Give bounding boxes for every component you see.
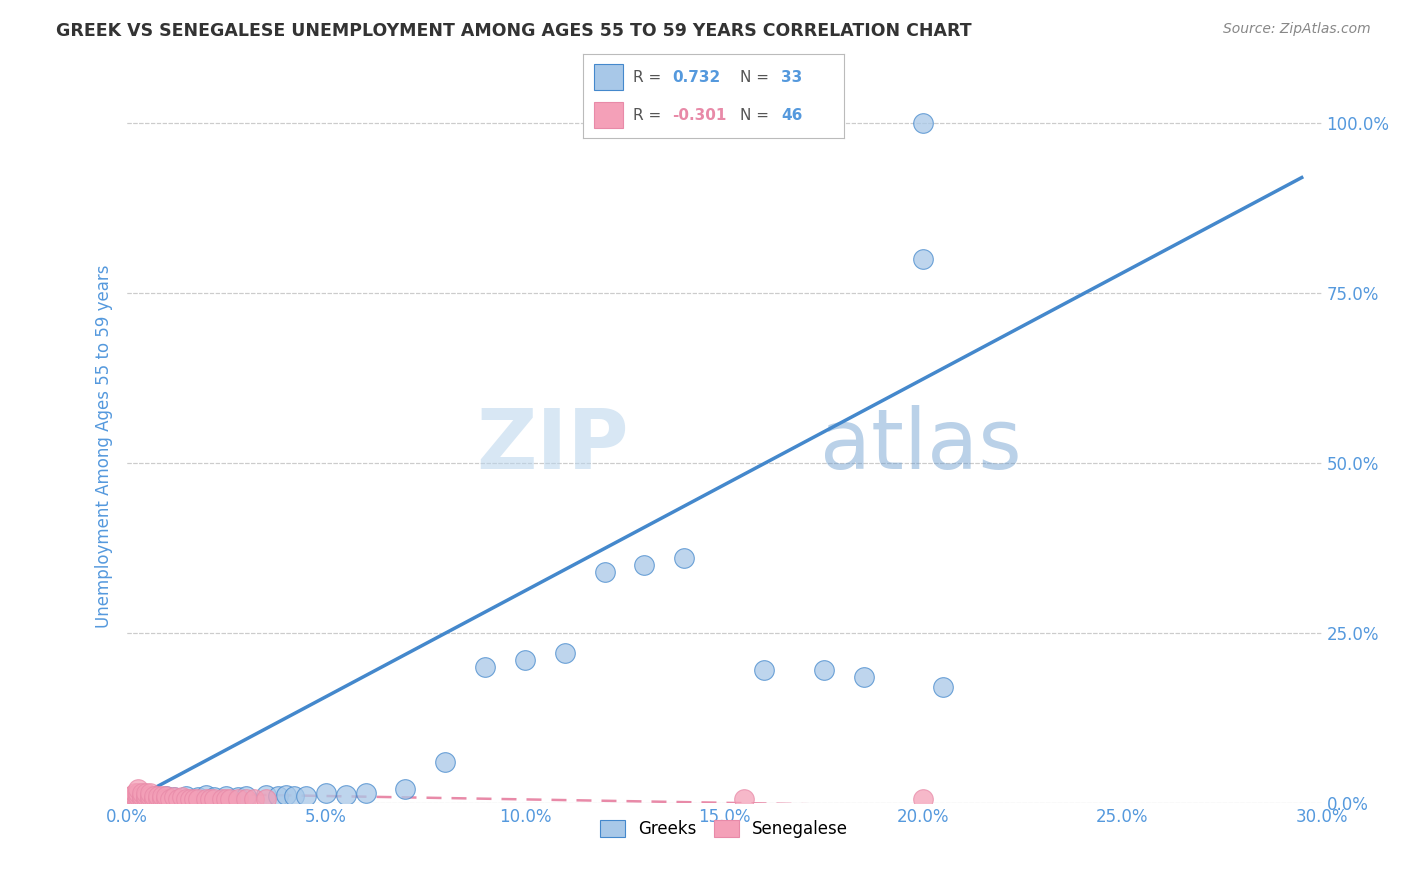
Point: [474, 660, 496, 674]
Point: [183, 792, 205, 806]
Text: atlas: atlas: [820, 406, 1021, 486]
Point: [215, 789, 238, 803]
Point: [215, 792, 238, 806]
Point: [127, 792, 149, 806]
Point: [124, 792, 146, 806]
Point: [593, 565, 616, 579]
Point: [163, 790, 186, 805]
Point: [932, 680, 955, 694]
Legend: Greeks, Senegalese: Greeks, Senegalese: [593, 813, 855, 845]
Point: [120, 789, 142, 803]
Text: GREEK VS SENEGALESE UNEMPLOYMENT AMONG AGES 55 TO 59 YEARS CORRELATION CHART: GREEK VS SENEGALESE UNEMPLOYMENT AMONG A…: [56, 22, 972, 40]
Point: [131, 789, 153, 803]
Text: 33: 33: [782, 70, 803, 85]
Point: [633, 558, 655, 572]
Point: [219, 792, 242, 806]
Point: [148, 792, 170, 806]
Point: [127, 782, 149, 797]
Point: [554, 646, 576, 660]
Point: [187, 790, 209, 805]
Point: [131, 786, 153, 800]
Point: [195, 788, 218, 802]
Point: [139, 792, 162, 806]
Point: [254, 788, 277, 802]
Point: [354, 786, 377, 800]
Point: [155, 792, 177, 806]
Point: [912, 252, 935, 266]
Point: [235, 792, 257, 806]
Point: [139, 789, 162, 803]
Point: [267, 789, 290, 803]
Point: [150, 789, 174, 803]
Text: 46: 46: [782, 108, 803, 123]
Point: [434, 755, 457, 769]
Point: [195, 792, 218, 806]
Point: [912, 116, 935, 130]
FancyBboxPatch shape: [593, 102, 623, 128]
Point: [135, 786, 157, 800]
Point: [127, 786, 149, 800]
Point: [274, 788, 297, 802]
Point: [174, 792, 197, 806]
Point: [200, 792, 222, 806]
Point: [235, 789, 257, 803]
Point: [187, 792, 209, 806]
Point: [202, 790, 225, 805]
Point: [733, 792, 755, 806]
Point: [148, 790, 170, 805]
Point: [131, 792, 153, 806]
Text: N =: N =: [740, 70, 773, 85]
Point: [211, 792, 233, 806]
Text: Source: ZipAtlas.com: Source: ZipAtlas.com: [1223, 22, 1371, 37]
Point: [243, 792, 266, 806]
Point: [143, 789, 166, 803]
Point: [226, 790, 249, 805]
Text: R =: R =: [633, 70, 666, 85]
Point: [150, 792, 174, 806]
Point: [124, 786, 146, 800]
Point: [752, 663, 775, 677]
Text: 0.732: 0.732: [672, 70, 720, 85]
Point: [335, 788, 357, 802]
Point: [159, 792, 181, 806]
Text: N =: N =: [740, 108, 773, 123]
Y-axis label: Unemployment Among Ages 55 to 59 years: Unemployment Among Ages 55 to 59 years: [94, 264, 112, 628]
Point: [127, 789, 149, 803]
Point: [673, 551, 696, 566]
Point: [120, 792, 142, 806]
Point: [172, 790, 194, 805]
Point: [315, 786, 337, 800]
Point: [163, 790, 186, 805]
Point: [283, 789, 305, 803]
Point: [167, 792, 190, 806]
Point: [179, 792, 201, 806]
Text: ZIP: ZIP: [477, 406, 628, 486]
Text: R =: R =: [633, 108, 666, 123]
Point: [513, 653, 536, 667]
Point: [139, 786, 162, 800]
Point: [155, 789, 177, 803]
Point: [202, 792, 225, 806]
Point: [135, 792, 157, 806]
Point: [294, 789, 316, 803]
Point: [813, 663, 835, 677]
Point: [174, 789, 197, 803]
Point: [254, 792, 277, 806]
FancyBboxPatch shape: [593, 63, 623, 90]
Point: [226, 792, 249, 806]
Point: [912, 792, 935, 806]
Point: [143, 792, 166, 806]
Point: [148, 789, 170, 803]
Point: [135, 789, 157, 803]
Text: -0.301: -0.301: [672, 108, 727, 123]
Point: [394, 782, 416, 797]
Point: [852, 670, 875, 684]
Point: [155, 789, 177, 803]
Point: [135, 789, 157, 803]
Point: [124, 789, 146, 803]
